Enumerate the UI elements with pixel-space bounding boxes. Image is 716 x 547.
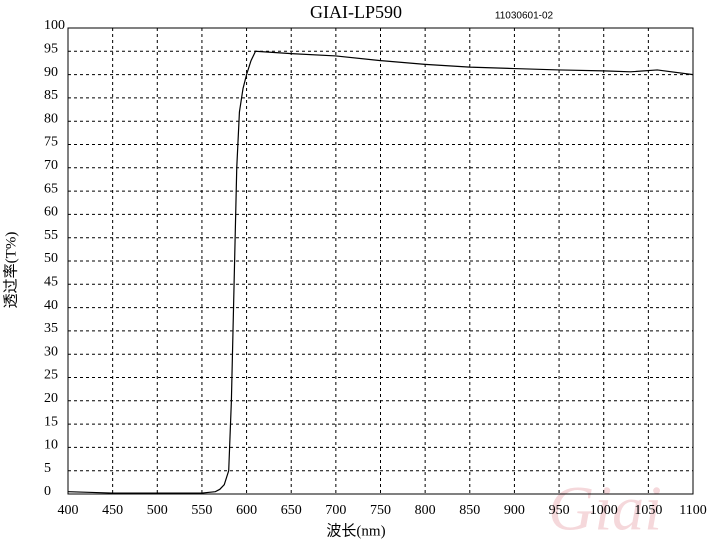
chart-subtitle: 11030601-02 xyxy=(495,11,554,22)
y-tick-label: 40 xyxy=(44,298,58,313)
y-tick-label: 50 xyxy=(44,251,58,266)
y-tick-label: 75 xyxy=(44,135,58,150)
x-tick-label: 950 xyxy=(549,503,570,518)
x-tick-label: 1050 xyxy=(634,503,662,518)
y-tick-label: 0 xyxy=(44,484,51,499)
x-tick-label: 450 xyxy=(102,503,123,518)
y-tick-label: 65 xyxy=(44,181,58,196)
y-tick-label: 90 xyxy=(44,65,58,80)
y-tick-label: 30 xyxy=(44,344,58,359)
x-tick-label: 800 xyxy=(415,503,436,518)
x-tick-label: 400 xyxy=(58,503,79,518)
y-tick-label: 15 xyxy=(44,414,58,429)
x-tick-label: 700 xyxy=(325,503,346,518)
y-tick-label: 70 xyxy=(44,158,58,173)
y-tick-label: 10 xyxy=(44,438,58,453)
x-axis-label: 波长(nm) xyxy=(326,522,385,539)
x-tick-label: 750 xyxy=(370,503,391,518)
y-tick-label: 55 xyxy=(44,228,58,243)
y-tick-label: 20 xyxy=(44,391,58,406)
y-tick-label: 85 xyxy=(44,88,58,103)
y-tick-label: 5 xyxy=(44,461,51,476)
x-tick-label: 500 xyxy=(147,503,168,518)
x-tick-label: 600 xyxy=(236,503,257,518)
watermark: Giai xyxy=(548,473,662,544)
plot-frame xyxy=(67,27,694,495)
x-tick-label: 1100 xyxy=(679,503,706,518)
x-tick-label: 650 xyxy=(281,503,302,518)
chart-title: GIAI-LP590 xyxy=(310,2,402,22)
y-tick-label: 25 xyxy=(44,368,58,383)
y-axis-label: 透过率(T%) xyxy=(2,232,19,309)
y-tick-label: 95 xyxy=(44,42,58,57)
x-tick-label: 550 xyxy=(191,503,212,518)
y-tick-label: 35 xyxy=(44,321,58,336)
y-tick-label: 45 xyxy=(44,275,58,290)
y-tick-label: 60 xyxy=(44,205,58,220)
data-line xyxy=(67,50,694,494)
x-tick-label: 850 xyxy=(459,503,480,518)
x-tick-label: 1000 xyxy=(590,503,618,518)
x-tick-label: 900 xyxy=(504,503,525,518)
y-tick-label: 80 xyxy=(44,111,58,126)
y-tick-label: 100 xyxy=(44,18,65,33)
